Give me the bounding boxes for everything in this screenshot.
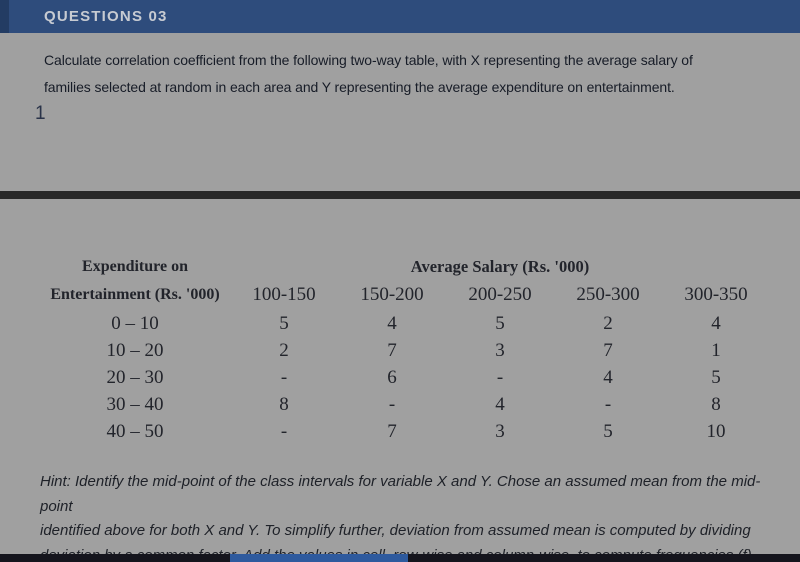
cell-value: 8 — [711, 393, 721, 415]
cell-value: 4 — [603, 366, 613, 388]
cell-value: 5 — [711, 366, 721, 388]
cell-value: 2 — [603, 312, 613, 334]
table-row: 40 – 50 - 7 3 5 10 — [40, 418, 770, 445]
column-header: 300-350 — [684, 284, 748, 305]
hint-line-1: Hint: Identify the mid-point of the clas… — [40, 473, 761, 515]
cell-value: 3 — [495, 339, 505, 361]
cell-value: 4 — [387, 312, 397, 334]
table-row: 0 – 10 5 4 5 2 4 — [40, 310, 770, 337]
row-label: 40 – 50 — [106, 420, 164, 442]
row-label: 30 – 40 — [106, 393, 164, 415]
cell-value: - — [280, 366, 288, 388]
cell-value: 4 — [495, 393, 505, 415]
row-header-line-2: Entertainment (Rs. '000) — [50, 286, 220, 303]
table-row: 10 – 20 2 7 3 7 1 — [40, 337, 770, 364]
table-row: 20 – 30 - 6 - 4 5 — [40, 364, 770, 391]
cell-value: 5 — [495, 312, 505, 334]
cell-value: 7 — [387, 420, 397, 442]
cell-value: 1 — [711, 339, 721, 361]
hint-line-2: identified above for both X and Y. To si… — [40, 522, 751, 539]
column-header: 100-150 — [252, 284, 316, 305]
cell-value: 8 — [279, 393, 289, 415]
bottom-bar — [0, 554, 800, 562]
cell-value: 5 — [279, 312, 289, 334]
column-header: 200-250 — [468, 284, 532, 305]
cell-value: 7 — [387, 339, 397, 361]
cell-value: - — [604, 393, 612, 415]
row-label: 10 – 20 — [106, 339, 164, 361]
cell-value: 6 — [387, 366, 397, 388]
table-header-row-2: Entertainment (Rs. '000) 100-150 150-200… — [40, 280, 770, 310]
table-header-row-1: Expenditure on Average Salary (Rs. '000) — [40, 254, 770, 280]
row-header-line-1: Expenditure on — [82, 258, 188, 275]
cell-value: 3 — [495, 420, 505, 442]
two-way-table: Expenditure on Average Salary (Rs. '000)… — [40, 254, 770, 445]
hint-text: Hint: Identify the mid-point of the clas… — [40, 470, 780, 562]
cell-value: 4 — [711, 312, 721, 334]
column-header: 150-200 — [360, 284, 424, 305]
cell-value: 7 — [603, 339, 613, 361]
table-row: 30 – 40 8 - 4 - 8 — [40, 391, 770, 418]
page-title: QUESTIONS 03 — [44, 8, 168, 25]
cell-value: - — [388, 393, 396, 415]
cell-value: 2 — [279, 339, 289, 361]
column-header: 250-300 — [576, 284, 640, 305]
cell-value: - — [496, 366, 504, 388]
row-label: 20 – 30 — [106, 366, 164, 388]
question-number: 1 — [35, 103, 46, 124]
header-accent-stripe — [0, 0, 9, 33]
bottom-accent-stripe — [230, 554, 408, 562]
header-bar: QUESTIONS 03 — [0, 0, 800, 33]
cell-value: 10 — [706, 420, 726, 442]
question-line-2: families selected at random in each area… — [44, 79, 675, 95]
question-line-1: Calculate correlation coefficient from t… — [44, 52, 693, 68]
section-divider — [0, 191, 800, 199]
question-text: Calculate correlation coefficient from t… — [44, 47, 760, 101]
row-label: 0 – 10 — [111, 312, 159, 334]
column-group-header: Average Salary (Rs. '000) — [410, 257, 590, 276]
cell-value: 5 — [603, 420, 613, 442]
cell-value: - — [280, 420, 288, 442]
